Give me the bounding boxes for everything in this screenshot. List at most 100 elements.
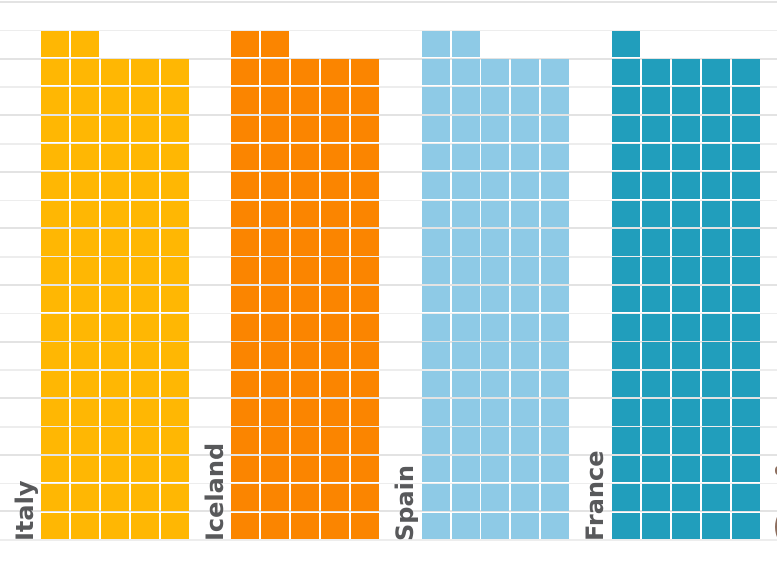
waffle-cell-italy bbox=[160, 427, 189, 454]
waffle-cell-iceland bbox=[321, 370, 350, 398]
waffle-cell-iceland bbox=[231, 370, 260, 398]
waffle-cell-france bbox=[641, 87, 670, 114]
waffle-cell-spain bbox=[481, 399, 510, 426]
waffle-cell-spain bbox=[511, 342, 540, 369]
waffle-cell-france bbox=[641, 143, 670, 171]
waffle-cell-italy bbox=[100, 172, 129, 199]
waffle-cell-france bbox=[731, 257, 760, 284]
waffle-cell-france bbox=[701, 143, 730, 171]
waffle-cell-italy bbox=[160, 257, 189, 284]
waffle-cell-france bbox=[641, 314, 670, 341]
waffle-cell-france bbox=[641, 484, 670, 511]
waffle-cell-france bbox=[701, 455, 730, 483]
waffle-cell-italy bbox=[130, 143, 159, 171]
waffle-cell-france bbox=[671, 455, 700, 483]
waffle-cell-italy bbox=[70, 30, 99, 58]
waffle-cell-france bbox=[641, 455, 670, 483]
waffle-cell-iceland bbox=[261, 58, 290, 86]
waffle-cell-italy bbox=[41, 87, 70, 114]
gridline-minor bbox=[0, 256, 777, 258]
waffle-cell-italy bbox=[70, 314, 99, 341]
waffle-cell-iceland bbox=[321, 484, 350, 511]
waffle-cell-italy bbox=[160, 115, 189, 143]
waffle-cell-iceland bbox=[261, 427, 290, 454]
waffle-cell-spain bbox=[541, 257, 570, 284]
waffle-cell-iceland bbox=[231, 143, 260, 171]
waffle-cell-spain bbox=[421, 399, 450, 426]
waffle-cell-iceland bbox=[231, 455, 260, 483]
waffle-cell-iceland bbox=[261, 115, 290, 143]
waffle-cell-france bbox=[671, 87, 700, 114]
waffle-cell-france bbox=[641, 427, 670, 454]
waffle-cell-france bbox=[611, 229, 640, 256]
gridline-minor bbox=[0, 86, 777, 88]
waffle-cell-spain bbox=[541, 427, 570, 454]
waffle-cell-france bbox=[731, 370, 760, 398]
waffle-cell-spain bbox=[451, 143, 480, 171]
waffle-cell-spain bbox=[481, 87, 510, 114]
waffle-cell-spain bbox=[451, 285, 480, 313]
waffle-cell-iceland bbox=[321, 455, 350, 483]
waffle-cell-iceland bbox=[321, 143, 350, 171]
waffle-cell-spain bbox=[511, 172, 540, 199]
waffle-cell-italy bbox=[41, 285, 70, 313]
waffle-cell-italy bbox=[70, 200, 99, 228]
waffle-cell-iceland bbox=[291, 87, 320, 114]
waffle-cell-france bbox=[671, 512, 700, 539]
waffle-cell-spain bbox=[481, 172, 510, 199]
waffle-cell-france bbox=[641, 257, 670, 284]
waffle-cell-france bbox=[671, 370, 700, 398]
waffle-cell-france bbox=[671, 229, 700, 256]
waffle-cell-spain bbox=[421, 87, 450, 114]
waffle-cell-iceland bbox=[350, 370, 379, 398]
waffle-cell-italy bbox=[41, 200, 70, 228]
waffle-cell-italy bbox=[70, 399, 99, 426]
axis-label-iceland: Iceland bbox=[200, 442, 229, 541]
waffle-cell-italy bbox=[41, 257, 70, 284]
waffle-cell-france bbox=[701, 427, 730, 454]
waffle-cell-spain bbox=[511, 87, 540, 114]
waffle-cell-iceland bbox=[321, 512, 350, 539]
waffle-cell-spain bbox=[541, 512, 570, 539]
waffle-cell-spain bbox=[421, 143, 450, 171]
waffle-cell-france bbox=[611, 342, 640, 369]
waffle-cell-spain bbox=[541, 229, 570, 256]
waffle-cell-iceland bbox=[291, 285, 320, 313]
waffle-cell-france bbox=[611, 115, 640, 143]
waffle-cell-iceland bbox=[261, 285, 290, 313]
waffle-cell-italy bbox=[41, 512, 70, 539]
waffle-cell-france bbox=[671, 257, 700, 284]
waffle-cell-spain bbox=[421, 257, 450, 284]
gridline-minor bbox=[0, 312, 777, 315]
gridline-major bbox=[0, 510, 777, 513]
waffle-cell-france bbox=[731, 143, 760, 171]
waffle-cell-italy bbox=[41, 399, 70, 426]
waffle-cell-italy bbox=[100, 427, 129, 454]
waffle-cell-spain bbox=[451, 455, 480, 483]
waffle-cell-spain bbox=[451, 484, 480, 511]
waffle-cell-italy bbox=[130, 172, 159, 199]
waffle-cell-spain bbox=[481, 342, 510, 369]
waffle-cell-iceland bbox=[261, 399, 290, 426]
gridline-minor bbox=[0, 29, 777, 32]
waffle-cell-france bbox=[611, 370, 640, 398]
waffle-cell-iceland bbox=[350, 87, 379, 114]
waffle-cell-spain bbox=[451, 427, 480, 454]
waffle-cell-spain bbox=[541, 285, 570, 313]
waffle-cell-france bbox=[671, 200, 700, 228]
waffle-cell-iceland bbox=[261, 455, 290, 483]
gridline-major bbox=[0, 114, 777, 117]
waffle-cell-italy bbox=[100, 399, 129, 426]
waffle-cell-france bbox=[611, 455, 640, 483]
waffle-cell-iceland bbox=[231, 172, 260, 199]
gridline-minor bbox=[0, 199, 777, 202]
waffle-cell-iceland bbox=[350, 143, 379, 171]
waffle-cell-italy bbox=[100, 115, 129, 143]
waffle-cell-italy bbox=[70, 257, 99, 284]
waffle-cell-spain bbox=[421, 512, 450, 539]
waffle-cell-france bbox=[671, 115, 700, 143]
waffle-cell-italy bbox=[130, 455, 159, 483]
waffle-cell-iceland bbox=[261, 257, 290, 284]
waffle-cell-italy bbox=[130, 87, 159, 114]
waffle-cell-italy bbox=[70, 370, 99, 398]
